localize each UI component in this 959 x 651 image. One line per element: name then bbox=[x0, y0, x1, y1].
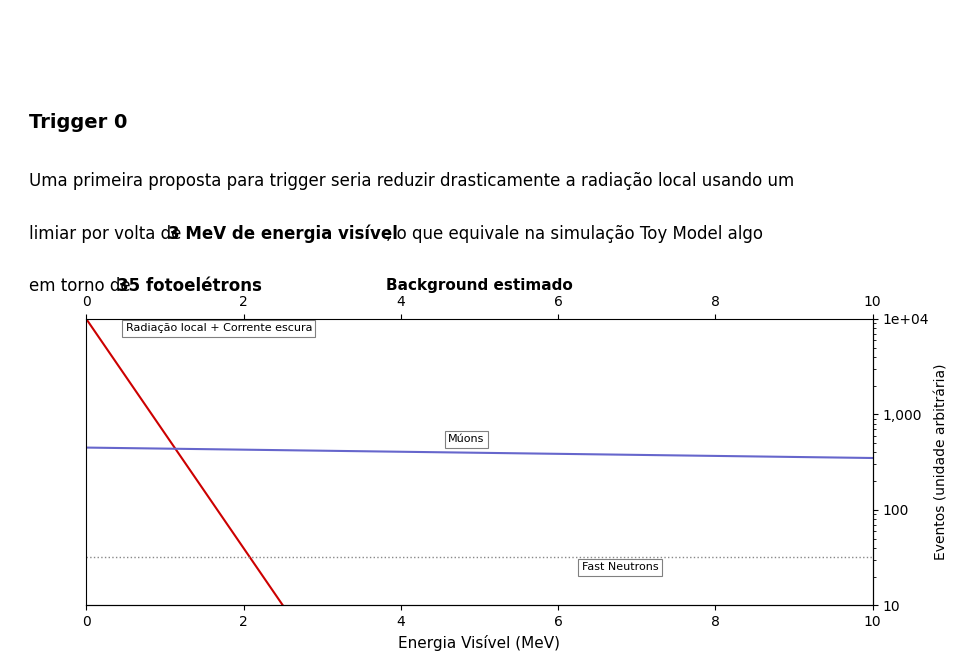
Text: Múons: Múons bbox=[448, 434, 484, 444]
Text: , o que equivale na simulação Toy Model algo: , o que equivale na simulação Toy Model … bbox=[386, 225, 762, 243]
Text: Uma idéia para um Trigger 0: Uma idéia para um Trigger 0 bbox=[21, 24, 466, 54]
Text: 3 MeV de energia visível: 3 MeV de energia visível bbox=[169, 225, 398, 243]
Text: Uma primeira proposta para trigger seria reduzir drasticamente a radiação local : Uma primeira proposta para trigger seria… bbox=[29, 172, 794, 190]
X-axis label: Energia Visível (MeV): Energia Visível (MeV) bbox=[399, 635, 560, 651]
Text: .: . bbox=[222, 277, 228, 296]
Text: 35 fotoelétrons: 35 fotoelétrons bbox=[117, 277, 262, 296]
Text: Fast Neutrons: Fast Neutrons bbox=[582, 562, 659, 572]
Text: limiar por volta de: limiar por volta de bbox=[29, 225, 186, 243]
Y-axis label: Eventos (unidade arbitrária): Eventos (unidade arbitrária) bbox=[934, 364, 948, 561]
Text: em torno de: em torno de bbox=[29, 277, 135, 296]
Text: Radiação local + Corrente escura: Radiação local + Corrente escura bbox=[126, 324, 312, 333]
X-axis label: Background estimado: Background estimado bbox=[386, 278, 573, 293]
Text: Trigger 0: Trigger 0 bbox=[29, 113, 128, 132]
